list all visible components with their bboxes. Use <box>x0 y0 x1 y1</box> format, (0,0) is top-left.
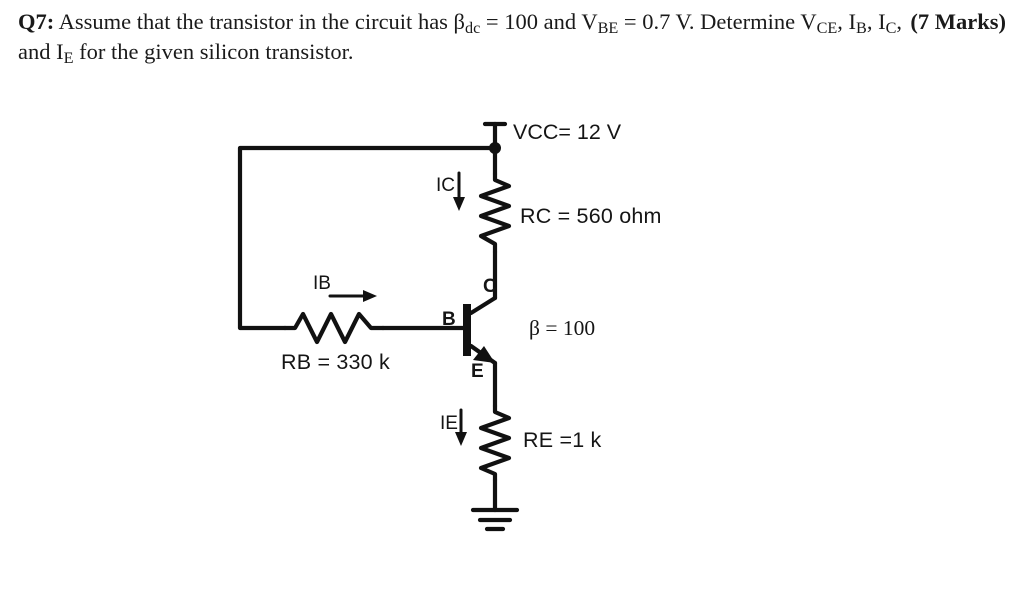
terminal-e: E <box>471 361 484 383</box>
terminal-b: B <box>442 309 456 331</box>
re-label: RE =1 k <box>523 428 601 453</box>
question-block: (7 Marks) Q7: Assume that the transistor… <box>18 8 1006 69</box>
rb-label: RB = 330 k <box>281 350 390 375</box>
marks-label: (7 Marks) <box>910 8 1006 36</box>
ib-label: IB <box>313 273 331 295</box>
circuit-diagram: VCC= 12 V RC = 560 ohm β = 100 RB = 330 … <box>195 118 775 578</box>
page: (7 Marks) Q7: Assume that the transistor… <box>0 0 1024 591</box>
vcc-label: VCC= 12 V <box>513 120 621 145</box>
question-label: Q7: <box>18 9 54 34</box>
question-body: Assume that the transistor in the circui… <box>18 9 902 64</box>
terminal-c: C <box>483 276 497 298</box>
schematic-svg <box>195 118 775 578</box>
ic-label: IC <box>436 175 455 197</box>
ie-label: IE <box>440 413 458 435</box>
beta-label: β = 100 <box>529 316 595 341</box>
rc-label: RC = 560 ohm <box>520 204 662 229</box>
